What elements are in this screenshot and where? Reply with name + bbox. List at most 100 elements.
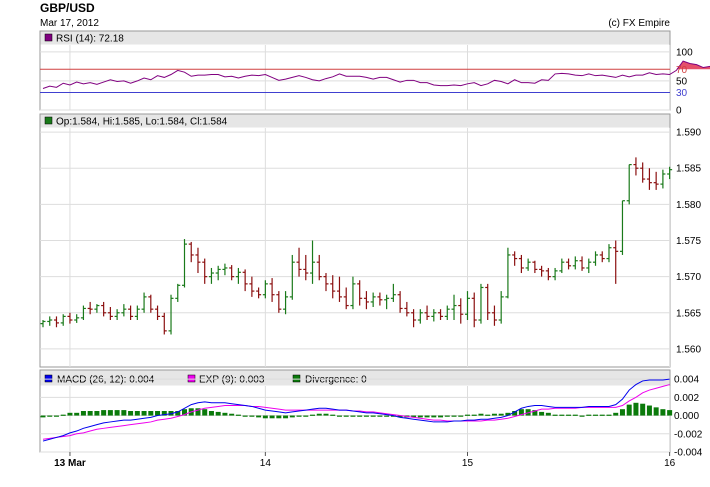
ohlc-bar — [262, 280, 268, 299]
rsi-tick-70: 70 — [676, 65, 688, 76]
ohlc-bar — [74, 314, 80, 323]
ohlc-bar — [478, 283, 484, 324]
divergence-bar — [53, 415, 59, 417]
divergence-bar — [397, 415, 403, 418]
divergence-bar — [175, 411, 181, 416]
ohlc-bar — [276, 291, 282, 313]
panel-header-bar — [40, 31, 670, 45]
ohlc-bar — [181, 239, 187, 288]
ohlc-bar — [384, 294, 390, 310]
ohlc-bar — [606, 244, 612, 263]
divergence-bar — [67, 412, 73, 416]
ohlc-bar — [141, 292, 147, 313]
ohlc-bar — [168, 294, 174, 335]
ohlc-bar — [161, 312, 167, 335]
divergence-bar — [458, 415, 464, 417]
ohlc-bar — [336, 276, 342, 302]
divergence-bar — [491, 413, 497, 416]
divergence-bar — [390, 415, 396, 417]
divergence-bar — [478, 413, 484, 416]
y-tick-label: 1.570 — [676, 272, 701, 283]
divergence-bar — [532, 410, 538, 416]
ohlc-bar — [215, 265, 221, 281]
divergence-bar — [633, 402, 639, 416]
divergence-bar — [323, 413, 329, 416]
divergence-bar — [269, 415, 275, 419]
ohlc-bar — [195, 247, 201, 274]
ohlc-bar — [94, 304, 100, 313]
ohlc-bar — [653, 171, 659, 190]
chart-date: Mar 17, 2012 — [40, 18, 99, 29]
divergence-bar — [262, 415, 268, 419]
divergence-bar — [107, 410, 113, 416]
ohlc-bar — [458, 298, 464, 324]
ohlc-bar — [518, 254, 524, 274]
divergence-bar — [87, 411, 93, 416]
ohlc-bar — [60, 314, 66, 326]
divergence-bar — [505, 412, 511, 416]
ohlc-bar — [357, 280, 363, 306]
copyright: (c) FX Empire — [608, 18, 670, 29]
ohlc-bar — [148, 294, 154, 313]
ohlc-bar — [101, 301, 107, 317]
ohlc-bar — [464, 291, 470, 321]
divergence-bar — [155, 411, 161, 416]
ohlc-bar — [114, 309, 120, 321]
y-tick-label: 0.004 — [674, 375, 699, 386]
ohlc-bar — [87, 301, 93, 315]
y-tick-label: 1.580 — [676, 200, 701, 211]
ohlc-bar — [586, 258, 592, 274]
y-tick-label: 100 — [676, 47, 693, 58]
ohlc-bar — [579, 256, 585, 271]
divergence-bar — [572, 414, 578, 416]
exp-legend-swatch — [187, 374, 196, 383]
ohlc-bar — [471, 292, 477, 328]
divergence-bar — [350, 415, 356, 417]
ohlc-bar — [256, 287, 262, 299]
divergence-bar — [444, 415, 450, 417]
divergence-bar — [74, 412, 80, 416]
ohlc-bar — [545, 267, 551, 281]
divergence-bar — [222, 412, 228, 416]
divergence-bar — [316, 413, 322, 416]
divergence-bar — [626, 404, 632, 416]
divergence-bar — [667, 410, 673, 416]
ohlc-bar — [121, 304, 127, 317]
divergence-bar — [438, 415, 444, 418]
ohlc-bar — [175, 283, 181, 302]
divergence-bar — [101, 410, 107, 416]
divergence-bar — [249, 415, 255, 417]
divergence-bar — [195, 408, 201, 416]
divergence-bar — [579, 415, 585, 417]
rsi-tick-30: 30 — [676, 88, 688, 99]
divergence-bar — [377, 415, 383, 417]
divergence-bar — [181, 409, 187, 416]
macd-line — [42, 378, 670, 442]
rsi-line — [42, 60, 710, 89]
y-tick-label: 1.585 — [676, 164, 701, 175]
ohlc-bar — [566, 258, 572, 270]
panel-header-bar — [40, 370, 670, 386]
ohlc-bar — [397, 291, 403, 313]
divergence-bar — [134, 411, 140, 416]
divergence-bar — [276, 415, 282, 419]
divergence-bar — [613, 412, 619, 416]
ohlc-bar — [235, 267, 241, 284]
divergence-bar — [431, 415, 437, 418]
y-tick-label: 1.560 — [676, 344, 701, 355]
ohlc-bar — [438, 309, 444, 321]
divergence-bar — [552, 414, 558, 416]
divergence-bar — [47, 415, 53, 417]
divergence-legend-swatch — [292, 374, 301, 383]
panel-header-bar — [40, 114, 670, 128]
divergence-bar — [370, 415, 376, 417]
divergence-bar — [283, 415, 289, 419]
ohlc-bar — [296, 247, 302, 277]
y-tick-label: 1.575 — [676, 236, 701, 247]
divergence-bar — [128, 411, 134, 416]
divergence-bar — [619, 409, 625, 416]
ohlc-bar — [646, 168, 652, 190]
ohlc-bar — [417, 309, 423, 324]
divergence-bar — [336, 415, 342, 417]
ohlc-bar — [188, 241, 194, 263]
